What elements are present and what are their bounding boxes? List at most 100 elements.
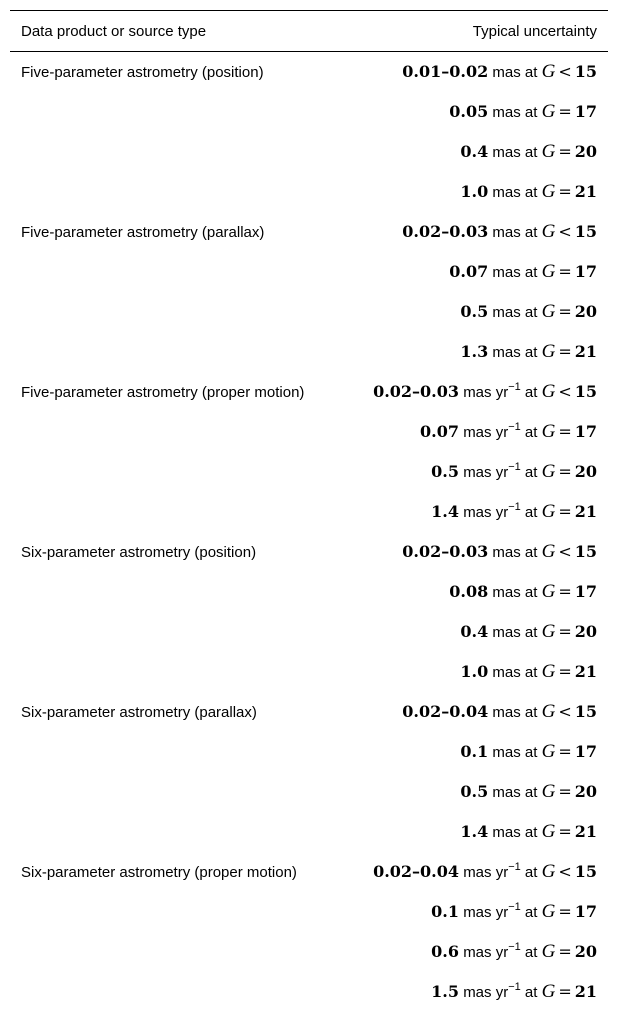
at-word: at bbox=[524, 304, 538, 321]
uncertainty-value: 0.1 mas yr−1 at G = 17 bbox=[431, 901, 597, 923]
unit-exponent: −1 bbox=[508, 461, 521, 473]
uncertainty-unit: mas bbox=[492, 304, 521, 321]
magnitude-value: 15 bbox=[574, 862, 597, 881]
uncertainty-value: 0.4 mas at G = 20 bbox=[460, 141, 597, 163]
magnitude-symbol: G bbox=[541, 381, 556, 402]
uncertainty-value: 0.07 mas yr−1 at G = 17 bbox=[420, 421, 597, 443]
uncertainty-value: 1.3 mas at G = 21 bbox=[460, 341, 597, 363]
table-row: 0.05 mas at G = 17 bbox=[10, 92, 608, 132]
comparison-operator: = bbox=[558, 502, 572, 521]
magnitude-symbol: G bbox=[541, 661, 556, 682]
uncertainty-number: 1.0 bbox=[460, 662, 489, 681]
uncertainty-unit: mas yr bbox=[463, 384, 509, 401]
source-type-label: Six-parameter astrometry (proper motion) bbox=[21, 863, 297, 881]
uncertainty-unit: mas bbox=[492, 184, 521, 201]
magnitude-value: 15 bbox=[574, 62, 597, 81]
table-row: 1.4 mas at G = 21 bbox=[10, 812, 608, 852]
magnitude-symbol: G bbox=[541, 101, 556, 122]
uncertainty-value: 0.02–0.03 mas at G <15 bbox=[402, 541, 597, 563]
magnitude-value: 20 bbox=[574, 622, 597, 641]
comparison-operator: = bbox=[558, 422, 572, 441]
uncertainty-number: 0.5 bbox=[431, 462, 460, 481]
uncertainty-number: 0.5 bbox=[460, 782, 489, 801]
uncertainty-number: 0.4 bbox=[460, 622, 489, 641]
magnitude-value: 17 bbox=[574, 102, 597, 121]
table-row: Six-parameter astrometry (parallax) 0.02–… bbox=[10, 692, 608, 732]
uncertainty-number: 0.6 bbox=[431, 942, 460, 961]
uncertainty-number: 1.3 bbox=[460, 342, 489, 361]
uncertainty-number: 0.02–0.03 bbox=[373, 382, 460, 401]
uncertainty-unit: mas bbox=[492, 584, 521, 601]
uncertainty-unit: mas bbox=[492, 704, 521, 721]
comparison-operator: = bbox=[558, 622, 572, 641]
uncertainty-number: 1.0 bbox=[460, 182, 489, 201]
uncertainty-unit: mas bbox=[492, 784, 521, 801]
magnitude-symbol: G bbox=[541, 141, 556, 162]
magnitude-value: 21 bbox=[574, 342, 597, 361]
unit-exponent: −1 bbox=[508, 501, 521, 513]
magnitude-symbol: G bbox=[541, 501, 556, 522]
uncertainty-unit: mas yr bbox=[463, 984, 509, 1001]
uncertainty-value: 0.5 mas at G = 20 bbox=[460, 781, 597, 803]
at-word: at bbox=[524, 664, 538, 681]
table-row: Five-parameter astrometry (proper motion… bbox=[10, 372, 608, 412]
table-row: 1.0 mas at G = 21 bbox=[10, 652, 608, 692]
magnitude-value: 20 bbox=[574, 782, 597, 801]
uncertainty-unit: mas yr bbox=[463, 904, 509, 921]
at-word: at bbox=[524, 704, 538, 721]
comparison-operator: = bbox=[558, 742, 572, 761]
at-word: at bbox=[524, 104, 538, 121]
table-row: Five-parameter astrometry (parallax) 0.02… bbox=[10, 212, 608, 252]
uncertainty-unit: mas bbox=[492, 544, 521, 561]
uncertainty-value: 0.5 mas yr−1 at G = 20 bbox=[431, 461, 597, 483]
magnitude-value: 15 bbox=[574, 702, 597, 721]
uncertainty-value: 1.5 mas yr−1 at G = 21 bbox=[431, 981, 597, 1003]
magnitude-symbol: G bbox=[541, 421, 556, 442]
magnitude-symbol: G bbox=[541, 621, 556, 642]
magnitude-symbol: G bbox=[541, 981, 556, 1002]
table-row: 0.08 mas at G = 17 bbox=[10, 572, 608, 612]
uncertainty-value: 1.0 mas at G = 21 bbox=[460, 661, 597, 683]
at-word: at bbox=[524, 864, 538, 881]
at-word: at bbox=[524, 344, 538, 361]
uncertainty-table: Data product or source type Typical unce… bbox=[10, 10, 608, 1012]
magnitude-value: 20 bbox=[574, 462, 597, 481]
comparison-operator: = bbox=[558, 822, 572, 841]
magnitude-value: 21 bbox=[574, 982, 597, 1001]
uncertainty-value: 0.08 mas at G = 17 bbox=[449, 581, 597, 603]
uncertainty-unit: mas bbox=[492, 144, 521, 161]
source-type-label: Six-parameter astrometry (position) bbox=[21, 543, 257, 561]
magnitude-value: 15 bbox=[574, 542, 597, 561]
unit-exponent: −1 bbox=[508, 981, 521, 993]
comparison-operator: = bbox=[558, 902, 572, 921]
table-row: 0.6 mas yr−1 at G = 20 bbox=[10, 932, 608, 972]
comparison-operator: = bbox=[558, 462, 572, 481]
comparison-operator: < bbox=[558, 382, 572, 401]
source-type-label: Five-parameter astrometry (proper motion… bbox=[21, 383, 305, 401]
magnitude-symbol: G bbox=[541, 461, 556, 482]
magnitude-value: 21 bbox=[574, 182, 597, 201]
uncertainty-value: 0.02–0.03 mas yr−1 at G <15 bbox=[373, 381, 597, 403]
uncertainty-unit: mas yr bbox=[463, 424, 509, 441]
at-word: at bbox=[524, 984, 538, 1001]
uncertainty-number: 0.07 bbox=[449, 262, 489, 281]
uncertainty-unit: mas yr bbox=[463, 944, 509, 961]
magnitude-symbol: G bbox=[541, 581, 556, 602]
unit-exponent: −1 bbox=[508, 421, 521, 433]
magnitude-symbol: G bbox=[541, 221, 556, 242]
uncertainty-value: 0.1 mas at G = 17 bbox=[460, 741, 597, 763]
magnitude-symbol: G bbox=[541, 181, 556, 202]
table-row: Six-parameter astrometry (position) 0.02–… bbox=[10, 532, 608, 572]
uncertainty-value: 0.05 mas at G = 17 bbox=[449, 101, 597, 123]
comparison-operator: = bbox=[558, 262, 572, 281]
at-word: at bbox=[524, 64, 538, 81]
magnitude-symbol: G bbox=[541, 741, 556, 762]
at-word: at bbox=[524, 144, 538, 161]
uncertainty-unit: mas bbox=[492, 104, 521, 121]
uncertainty-number: 0.05 bbox=[449, 102, 489, 121]
uncertainty-unit: mas bbox=[492, 664, 521, 681]
unit-exponent: −1 bbox=[508, 941, 521, 953]
at-word: at bbox=[524, 264, 538, 281]
comparison-operator: = bbox=[558, 662, 572, 681]
comparison-operator: = bbox=[558, 982, 572, 1001]
